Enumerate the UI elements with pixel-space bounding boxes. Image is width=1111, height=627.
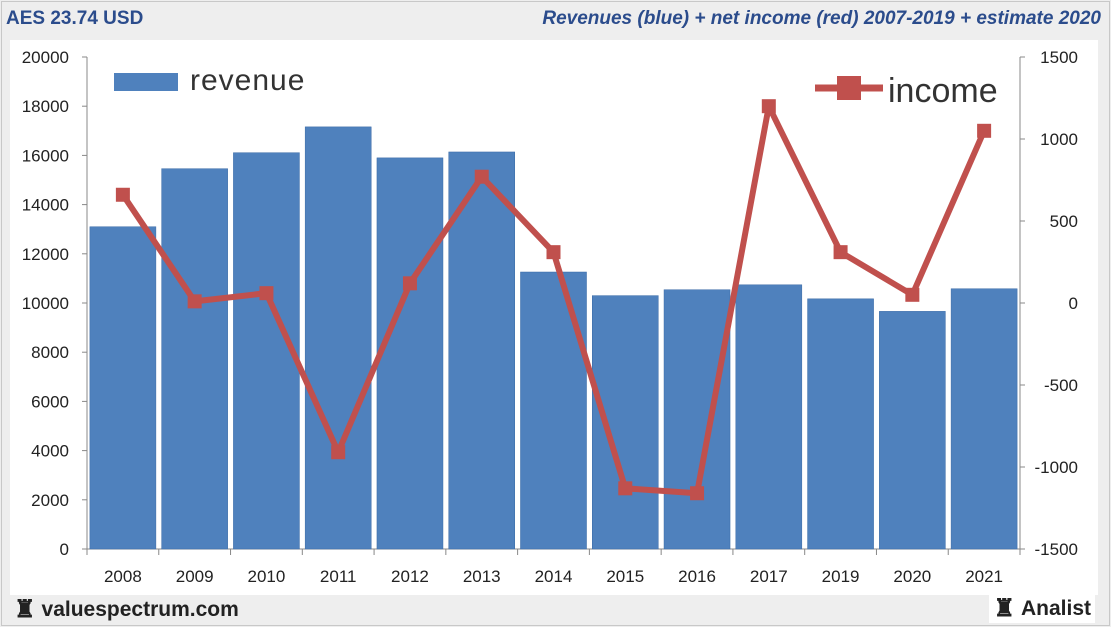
income-point (690, 486, 705, 501)
legend-revenue-label: revenue (190, 64, 305, 97)
x-tick-label: 2011 (320, 567, 357, 586)
income-point (474, 169, 489, 184)
x-tick-label: 2020 (893, 567, 931, 586)
income-point (187, 294, 202, 309)
income-point (618, 481, 633, 496)
y-left-tick-label: 16000 (22, 146, 69, 165)
y-left-tick-label: 18000 (22, 97, 69, 116)
y-left-tick-label: 0 (60, 540, 69, 559)
chart-svg: 0200040006000800010000120001400016000180… (22, 48, 1078, 586)
x-tick-label: 2013 (463, 567, 501, 586)
y-left-tick-label: 2000 (31, 491, 69, 510)
income-point (833, 245, 848, 260)
income-point (977, 123, 992, 138)
rook-icon: ♜ (14, 596, 36, 623)
revenue-bar (376, 157, 444, 550)
x-tick-label: 2021 (965, 567, 1003, 586)
y-right-tick-label: 1500 (1040, 48, 1078, 67)
revenue-bar (735, 284, 803, 550)
legend-income-marker (837, 76, 861, 100)
y-left-tick-label: 12000 (22, 245, 69, 264)
y-right-tick-label: -1000 (1035, 458, 1078, 477)
analist-badge[interactable]: ♜ Analist (989, 594, 1095, 623)
revenue-bar (663, 289, 731, 550)
y-right-tick-label: 500 (1050, 212, 1078, 231)
income-point (905, 287, 920, 302)
revenue-bar (89, 226, 157, 550)
x-tick-label: 2008 (104, 567, 142, 586)
revenue-bar (448, 151, 515, 550)
x-tick-label: 2009 (176, 567, 214, 586)
income-point (259, 286, 274, 301)
brand-footer[interactable]: ♜ valuespectrum.com (14, 595, 239, 624)
revenue-bar (233, 152, 300, 550)
brand-label: valuespectrum.com (41, 597, 239, 621)
revenue-bar (161, 168, 228, 550)
revenue-bar (807, 298, 874, 550)
income-point (761, 99, 776, 114)
rook-icon: ♜ (993, 595, 1015, 622)
y-right-tick-label: 0 (1069, 294, 1078, 313)
ticker-label: AES 23.74 USD (6, 8, 144, 29)
revenue-bar (879, 311, 946, 550)
y-left-tick-label: 6000 (31, 392, 69, 411)
income-point (546, 245, 561, 260)
x-tick-label: 2017 (750, 567, 788, 586)
plot-area: 0 2000 4000 6000 8000 10000 12000 14000 16000 180… (10, 40, 1098, 595)
x-tick-label: 2012 (391, 567, 429, 586)
revenue-bar (950, 288, 1018, 550)
y-left-tick-label: 20000 (22, 48, 69, 67)
x-tick-label: 2015 (606, 567, 644, 586)
analist-label: Analist (1020, 596, 1091, 620)
legend-revenue-swatch (114, 73, 178, 91)
y-left-tick-label: 4000 (31, 442, 69, 461)
income-point (402, 276, 417, 291)
x-tick-label: 2019 (822, 567, 860, 586)
income-point (115, 187, 130, 202)
y-left-tick-label: 14000 (22, 196, 69, 215)
x-tick-label: 2014 (535, 567, 573, 586)
y-right-tick-label: 1000 (1040, 130, 1078, 149)
chart-title: Revenues (blue) + net income (red) 2007-… (542, 8, 1101, 29)
x-tick-label: 2016 (678, 567, 716, 586)
y-left-tick-label: 8000 (31, 343, 69, 362)
x-tick-label: 2010 (248, 567, 286, 586)
revenue-bar (304, 126, 372, 550)
y-left-tick-label: 10000 (22, 294, 69, 313)
income-point (331, 445, 346, 460)
legend-income-label: income (888, 72, 998, 110)
revenue-bar (520, 271, 587, 550)
y-right-tick-label: -1500 (1035, 540, 1078, 559)
y-right-tick-label: -500 (1044, 376, 1078, 395)
